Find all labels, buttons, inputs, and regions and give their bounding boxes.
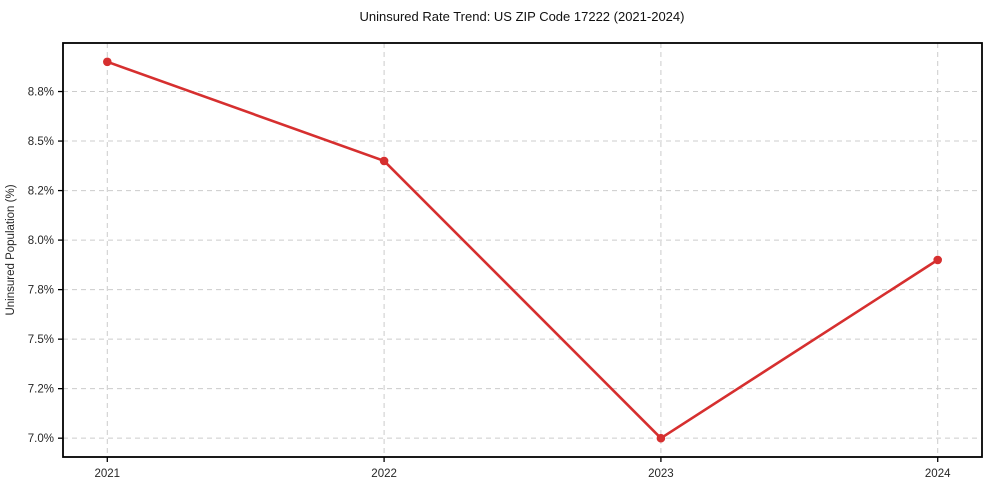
y-tick-label: 8.5% [28,136,54,148]
y-tick-label: 8.8% [28,87,54,99]
data-point-2021 [103,57,112,67]
y-tick-label: 7.0% [28,433,54,445]
trend-line [106,60,940,440]
y-tick-label: 7.2% [28,384,54,396]
y-tick-label: 7.5% [28,334,54,346]
x-tick-label: 2021 [94,468,120,480]
x-tick-label: 2023 [648,468,674,480]
x-tick-label: 2024 [925,468,951,480]
y-tick-label: 7.8% [28,285,54,297]
data-point-2024 [933,255,942,265]
y-tick-label: 8.2% [28,186,54,198]
y-tick-label: 8.0% [28,235,54,247]
x-tick-label: 2022 [371,468,397,480]
data-point-2022 [379,156,389,166]
plot-border [62,42,983,458]
chart-title: Uninsured Rate Trend: US ZIP Code 17222 … [360,9,685,24]
data-point-2023 [656,433,666,443]
y-axis-label: Uninsured Population (%) [5,184,17,315]
